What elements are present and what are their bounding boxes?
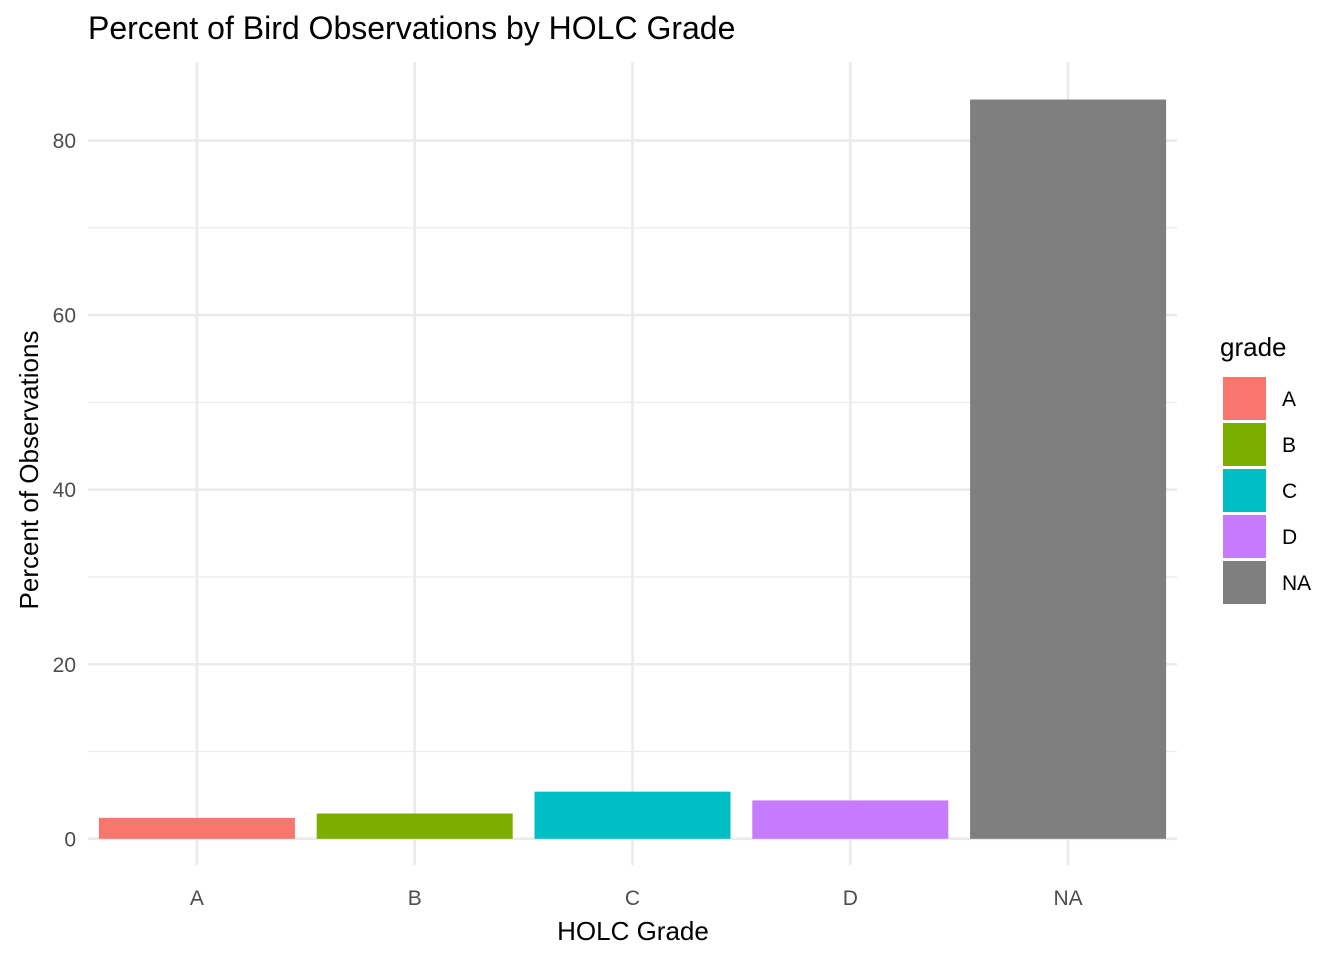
x-tick-label: C (625, 887, 640, 910)
legend-key-B (1223, 423, 1266, 466)
legend-label: D (1282, 526, 1297, 549)
y-tick-label: 20 (53, 654, 76, 677)
y-tick-label: 80 (53, 130, 76, 153)
y-axis-title: Percent of Observations (14, 331, 44, 610)
bar-C (534, 791, 731, 839)
y-tick-label: 40 (53, 479, 76, 502)
x-tick-label: A (190, 887, 204, 910)
legend-key-D (1223, 515, 1266, 558)
legend-label: B (1282, 434, 1296, 457)
legend-key-A (1223, 377, 1266, 420)
bar-D (752, 800, 949, 839)
bars (98, 99, 1167, 839)
legend-label: C (1282, 480, 1297, 503)
legend-key-C (1223, 469, 1266, 512)
x-tick-label: B (408, 887, 422, 910)
bar-NA (970, 99, 1167, 839)
x-tick-label: NA (1054, 887, 1083, 910)
y-tick-label: 60 (53, 305, 76, 328)
bar-B (316, 813, 513, 839)
x-axis-ticks: A B C D NA (190, 887, 1083, 910)
x-tick-label: D (843, 887, 858, 910)
legend-label: NA (1282, 572, 1311, 595)
legend-label: A (1282, 388, 1296, 411)
legend-key-NA (1223, 561, 1266, 604)
y-axis-ticks: 0 20 40 60 80 (53, 130, 76, 851)
x-axis-title: HOLC Grade (557, 916, 709, 946)
legend-title: grade (1220, 332, 1287, 362)
y-tick-label: 0 (64, 828, 76, 851)
chart-title: Percent of Bird Observations by HOLC Gra… (88, 10, 735, 46)
bar-A (98, 817, 295, 839)
